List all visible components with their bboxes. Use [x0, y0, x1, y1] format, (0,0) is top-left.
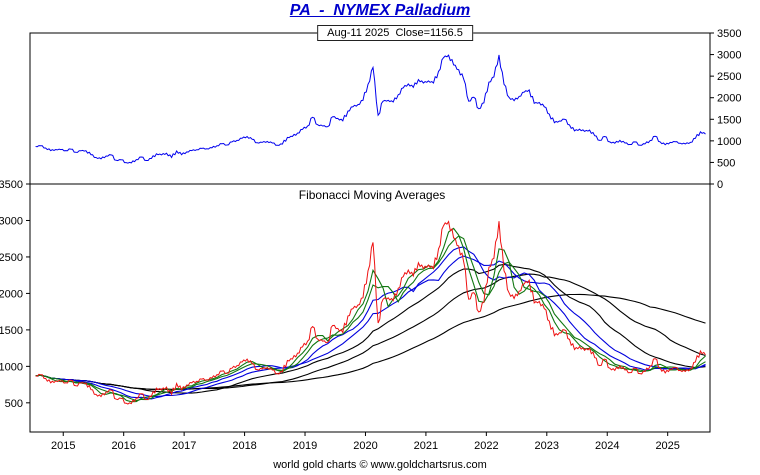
- x-axis-label: 2020: [353, 440, 377, 452]
- fib-ma-panel-title: Fibonacci Moving Averages: [298, 188, 446, 202]
- price-line-price-history: [35, 54, 706, 164]
- y-axis-label: 3000: [0, 215, 23, 227]
- y-axis-label: 3500: [0, 179, 23, 191]
- page-title: PA - NYMEX Palladium: [289, 2, 471, 19]
- ma-line-w13: [35, 255, 706, 398]
- price-line-fibonacci-moving-averages: [35, 220, 706, 405]
- ma-line-w55: [35, 293, 706, 390]
- panel-border-fibonacci-moving-averages: [29, 183, 711, 433]
- y-axis-label: 2500: [717, 71, 741, 83]
- y-axis-label: 0: [717, 179, 723, 191]
- ma-line-w21: [35, 263, 706, 394]
- footer-credit: world gold charts © www.goldchartsrus.co…: [273, 459, 487, 471]
- x-axis-label: 2021: [414, 440, 438, 452]
- x-axis-label: 2015: [51, 440, 75, 452]
- y-axis-label: 2000: [0, 288, 23, 300]
- x-axis-label: 2022: [474, 440, 498, 452]
- y-axis-label: 3000: [717, 50, 741, 62]
- x-axis-label: 2016: [111, 440, 135, 452]
- x-axis-label: 2017: [172, 440, 196, 452]
- y-axis-label: 500: [717, 157, 735, 169]
- y-axis-label: 1500: [0, 325, 23, 337]
- y-axis-label: 2500: [0, 252, 23, 264]
- y-axis-label: 3500: [717, 28, 741, 40]
- close-info-box: Aug-11 2025 Close=1156.5: [317, 25, 473, 41]
- y-axis-label: 1000: [717, 136, 741, 148]
- x-axis-label: 2025: [655, 440, 679, 452]
- x-axis-label: 2024: [595, 440, 619, 452]
- ma-line-w8: [35, 246, 706, 400]
- y-axis-label: 1500: [717, 114, 741, 126]
- ma-line-w3: [35, 227, 706, 403]
- y-axis-label: 1000: [0, 361, 23, 373]
- x-axis-label: 2023: [535, 440, 559, 452]
- y-axis-label: 2000: [717, 93, 741, 105]
- x-axis-label: 2018: [232, 440, 256, 452]
- y-axis-label: 500: [5, 398, 23, 410]
- x-axis-label: 2019: [293, 440, 317, 452]
